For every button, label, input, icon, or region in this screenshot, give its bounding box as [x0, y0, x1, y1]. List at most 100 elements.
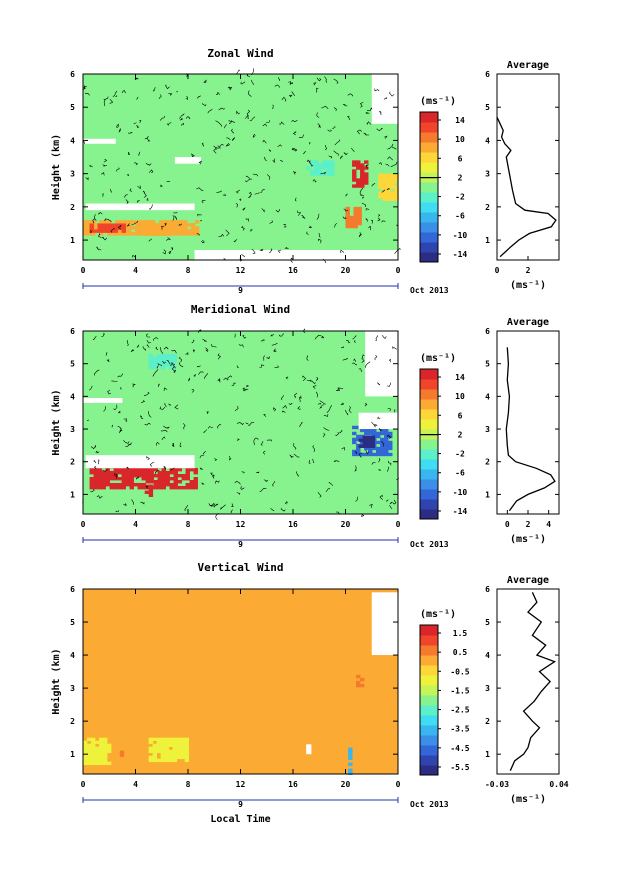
heatmap-cell [117, 470, 122, 475]
contour-segment [84, 92, 90, 96]
heatmap-cell [133, 467, 138, 472]
contour-segment [98, 232, 102, 238]
y-tick-label: 6 [70, 585, 75, 594]
colorbar-segment [420, 489, 438, 500]
y-tick-label: 1 [70, 750, 75, 759]
colorbar-segment [420, 695, 438, 706]
heatmap-cell [93, 479, 98, 484]
contour-segment [387, 382, 391, 387]
heatmap-cell [101, 470, 106, 475]
contour-segment [358, 368, 363, 372]
heatmap-cell [382, 185, 387, 190]
heatmap-cell [142, 223, 147, 227]
heatmap-cell [150, 229, 155, 233]
missing-data [194, 250, 398, 260]
heatmap-cell [191, 223, 196, 227]
contour-segment [315, 391, 318, 398]
colorbar-segment [420, 645, 438, 656]
contour-segment [369, 503, 373, 508]
contour-segment [163, 425, 170, 429]
heatmap-cell [353, 218, 358, 223]
heatmap-cell [157, 485, 162, 490]
heatmap-cell [103, 749, 108, 754]
heatmap-cell [160, 353, 166, 358]
heatmap-cell [119, 229, 124, 233]
contour-segment [93, 460, 97, 464]
heatmap-cell [91, 743, 96, 748]
contour-segment [142, 190, 146, 193]
heatmap-cell [171, 232, 176, 236]
heatmap-cell [378, 185, 383, 190]
heatmap-cell [394, 188, 399, 193]
heatmap-cell [173, 470, 178, 475]
contour-segment [148, 238, 152, 242]
heatmap-cell [352, 172, 357, 176]
contour-segment [163, 466, 167, 470]
colorbar-segment [420, 449, 438, 460]
heatmap-cell [164, 359, 170, 364]
contour-segment [82, 141, 86, 145]
contour-segment [272, 104, 274, 109]
heatmap-cell [314, 172, 319, 176]
heatmap-cell [101, 476, 106, 481]
heatmap-cell [384, 437, 389, 442]
contour-segment [332, 126, 336, 130]
heatmap-cell [390, 173, 395, 178]
heatmap-cell [390, 182, 395, 187]
heatmap-cell [83, 761, 88, 766]
heatmap-cell [187, 223, 192, 227]
y-tick-label: 6 [70, 327, 75, 336]
heatmap-cell [119, 753, 125, 757]
colorbar-tick-label: -14 [453, 250, 468, 259]
heatmap-cell [105, 229, 110, 233]
contour-segment [214, 458, 218, 461]
profile-y-tick-label: 6 [485, 585, 490, 594]
heatmap-cell [378, 176, 383, 181]
colorbar-segment [420, 705, 438, 716]
colorbar-tick-label: 1.5 [453, 629, 468, 638]
contour-segment [242, 387, 249, 390]
heatmap-cell [99, 737, 104, 742]
contour-segment [291, 91, 295, 97]
heatmap-cell [97, 226, 102, 230]
heatmap-cell [157, 470, 162, 475]
heatmap-cell [168, 755, 174, 760]
profile-x-tick-label: 2 [526, 520, 531, 529]
y-tick-label: 5 [70, 360, 75, 369]
heatmap-cell [179, 223, 184, 227]
contour-segment [236, 110, 240, 115]
heatmap-cell [173, 476, 178, 481]
x-tick-label: 0 [396, 520, 401, 529]
heatmap-cell [345, 209, 350, 214]
contour-segment [263, 413, 267, 417]
contour-segment [292, 147, 298, 152]
contour-segment [271, 342, 278, 346]
x-tick-label: 12 [236, 780, 246, 789]
heatmap-cell [378, 194, 383, 199]
heatmap-cell [195, 229, 200, 233]
contour-segment [117, 373, 124, 378]
contour-segment [306, 355, 309, 361]
profile-line [505, 347, 556, 512]
heatmap-cell [356, 166, 361, 170]
heatmap-cell [99, 220, 104, 224]
y-axis-label: Height (km) [50, 134, 62, 200]
heatmap-cell [382, 197, 387, 202]
contour-segment [234, 405, 239, 411]
heatmap-cell [161, 476, 166, 481]
day-label: 9 [238, 540, 243, 549]
heatmap-cell [352, 175, 357, 179]
contour-segment [252, 134, 256, 138]
heatmap-cell [148, 362, 154, 367]
contour-segment [230, 509, 233, 513]
heatmap-cell [101, 473, 106, 478]
colorbar-segment [420, 379, 438, 390]
contour-segment [93, 214, 97, 222]
heatmap-cell [113, 226, 118, 230]
missing-data [365, 331, 398, 397]
profile-y-tick-label: 4 [485, 136, 490, 145]
contour-segment [351, 147, 355, 152]
heatmap-cell [362, 438, 368, 442]
contour-segment [132, 255, 136, 258]
profile-line [496, 116, 557, 258]
